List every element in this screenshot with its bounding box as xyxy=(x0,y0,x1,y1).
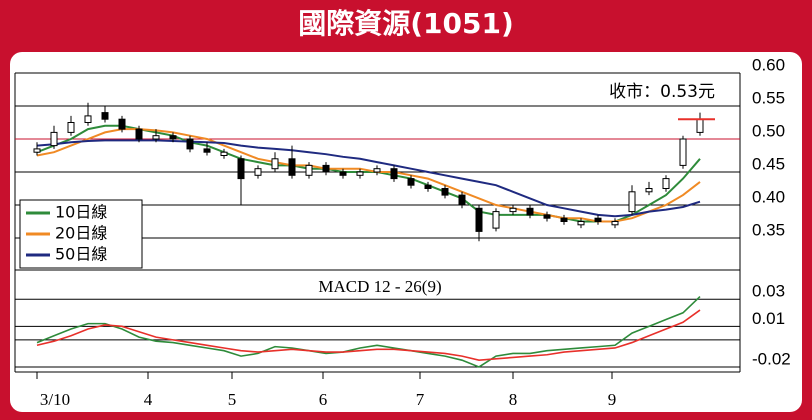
legend-label: 50日線 xyxy=(55,245,107,264)
candle-body xyxy=(152,135,160,140)
candle-body xyxy=(322,164,330,173)
candle-body xyxy=(475,207,483,232)
candle-body xyxy=(203,148,211,153)
annotation: 收市：0.53元 xyxy=(609,82,715,102)
candle-body xyxy=(407,178,415,186)
y-tick-label: 0.50 xyxy=(752,121,785,140)
candle-body xyxy=(577,221,585,226)
candle-body xyxy=(67,122,75,133)
candle-body xyxy=(373,168,381,173)
candle-body xyxy=(458,194,466,206)
legend-label: 10日線 xyxy=(55,203,107,222)
y-tick-label: -0.02 xyxy=(752,349,791,368)
candle-body xyxy=(662,178,670,190)
candle-body xyxy=(33,148,41,153)
y-tick-label: 0.40 xyxy=(752,187,785,206)
candle-body xyxy=(679,138,687,166)
candle-body xyxy=(356,171,364,176)
x-tick-label: 8 xyxy=(509,390,518,409)
legend-label: 20日線 xyxy=(55,224,107,243)
y-tick-label: 0.35 xyxy=(752,220,785,239)
x-tick-label: 3/10 xyxy=(40,390,70,409)
y-tick-label: 0.01 xyxy=(752,309,785,328)
candle-body xyxy=(169,135,177,140)
candle-body xyxy=(288,158,296,176)
candle-body xyxy=(50,131,58,147)
y-tick-label: 0.45 xyxy=(752,154,785,173)
y-tick-label: 0.55 xyxy=(752,88,785,107)
candle-body xyxy=(305,164,313,176)
candle-body xyxy=(560,217,568,222)
candle-body xyxy=(237,158,245,180)
candle-body xyxy=(254,168,262,176)
candle-body xyxy=(390,168,398,180)
macd-title: MACD 12 - 26(9) xyxy=(318,277,441,296)
candle-body xyxy=(509,207,517,213)
candle-body xyxy=(101,112,109,120)
candle-body xyxy=(271,158,279,170)
candle-body xyxy=(424,184,432,189)
candle-body xyxy=(492,211,500,229)
candle-body xyxy=(594,217,602,222)
candle-body xyxy=(696,118,704,133)
x-tick-label: 4 xyxy=(144,390,153,409)
candle-body xyxy=(628,191,636,213)
chart-title: 國際資源(1051) xyxy=(298,7,514,40)
macd-line xyxy=(36,309,701,361)
candle-body xyxy=(441,188,449,196)
candle-body xyxy=(339,171,347,176)
candle-body xyxy=(611,221,619,226)
x-tick-label: 7 xyxy=(416,390,425,409)
x-tick-label: 6 xyxy=(319,390,328,409)
candle-body xyxy=(135,128,143,140)
y-tick-label: 0.60 xyxy=(752,55,785,74)
candle-body xyxy=(84,115,92,124)
candle-body xyxy=(220,151,228,156)
candle-body xyxy=(645,188,653,193)
ma-line xyxy=(36,139,701,218)
ma-line xyxy=(36,128,701,223)
candle-body xyxy=(186,138,194,150)
y-tick-label: 0.03 xyxy=(752,282,785,301)
x-tick-label: 9 xyxy=(608,390,617,409)
candle-body xyxy=(543,214,551,219)
macd-line xyxy=(36,295,701,368)
candle-body xyxy=(118,118,126,130)
candle-body xyxy=(526,207,534,216)
x-tick-label: 5 xyxy=(228,390,237,409)
